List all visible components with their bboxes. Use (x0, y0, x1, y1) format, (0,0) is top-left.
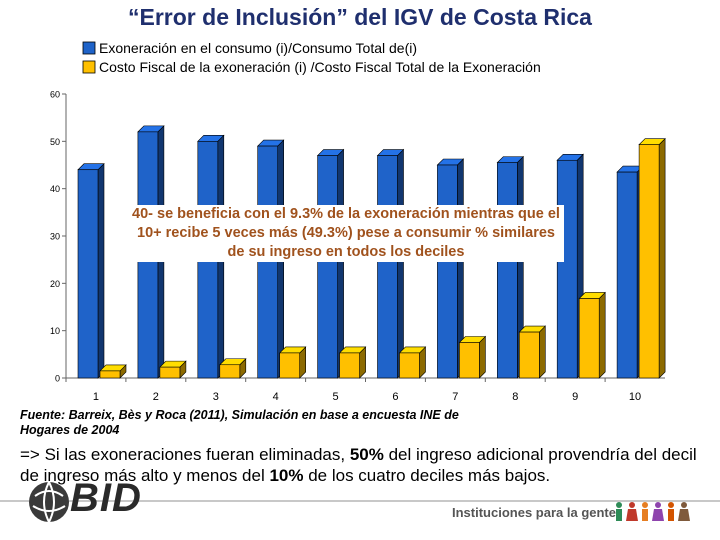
legend-swatch (82, 60, 96, 74)
x-tick-label: 2 (153, 391, 159, 403)
conclusion-bold2: 10% (269, 466, 304, 485)
bar (257, 145, 279, 379)
x-tick-label: 3 (213, 391, 219, 403)
y-tick-label: 50 (50, 137, 60, 147)
bar (496, 162, 518, 379)
x-tick-label: 9 (572, 391, 578, 403)
source-note: Fuente: Barreix, Bès y Roca (2011), Simu… (20, 408, 459, 437)
bar (638, 144, 660, 379)
bar (159, 366, 181, 379)
x-tick-label: 8 (512, 391, 518, 403)
x-tick-label: 5 (332, 391, 338, 403)
bar (578, 298, 600, 379)
y-tick-label: 60 (50, 90, 60, 100)
bar (99, 370, 121, 379)
bar (399, 352, 420, 379)
legend-label: Costo Fiscal de la exoneración (i) /Cost… (99, 59, 541, 75)
conclusion-part2: del ingreso adicional provendría del dec… (20, 445, 697, 485)
chart-annotation: 40- se beneficia con el 9.3% de la exone… (128, 205, 564, 262)
footer-tagline: Instituciones para la gente (452, 505, 616, 520)
y-tick-label: 30 (50, 232, 60, 242)
x-tick-label: 10 (629, 391, 641, 403)
conclusion-text: => Si las exoneraciones fueran eliminada… (20, 444, 720, 486)
bar-side (397, 148, 404, 379)
bid-logo-text: BID (70, 476, 142, 520)
bar (556, 159, 578, 379)
bar (317, 155, 338, 379)
bar-side (538, 325, 546, 379)
x-tick-label: 7 (452, 391, 458, 403)
conclusion-bold1: 50% (349, 445, 384, 464)
bar (459, 342, 480, 379)
people-icons (616, 502, 690, 521)
bar (219, 364, 241, 379)
bar (77, 169, 99, 379)
x-tick-label: 4 (273, 391, 279, 403)
conclusion-part3: de los cuatro deciles más bajos. (303, 466, 551, 485)
bar (377, 155, 398, 379)
bar-side (337, 148, 344, 379)
bar (518, 331, 540, 379)
y-tick-label: 10 (50, 326, 60, 336)
bar-side (598, 291, 606, 379)
footer-divider (0, 500, 720, 502)
bar-side (658, 137, 666, 379)
y-tick-label: 0 (55, 374, 60, 384)
bar-side (97, 163, 105, 379)
bar (437, 164, 458, 379)
bar (339, 352, 360, 379)
bar-side (479, 335, 486, 379)
x-tick-label: 6 (392, 391, 398, 403)
bar (616, 171, 638, 379)
x-tick-label: 1 (93, 391, 99, 403)
legend-label: Exoneración en el consumo (i)/Consumo To… (99, 40, 417, 56)
chart-title: “Error de Inclusión” del IGV de Costa Ri… (128, 4, 592, 30)
conclusion-part1: => Si las exoneraciones fueran eliminada… (20, 445, 350, 464)
y-tick-label: 20 (50, 279, 60, 289)
y-tick-label: 40 (50, 184, 60, 194)
legend-swatch (82, 41, 96, 55)
bar (279, 352, 301, 379)
bid-globe-icon (29, 481, 69, 523)
